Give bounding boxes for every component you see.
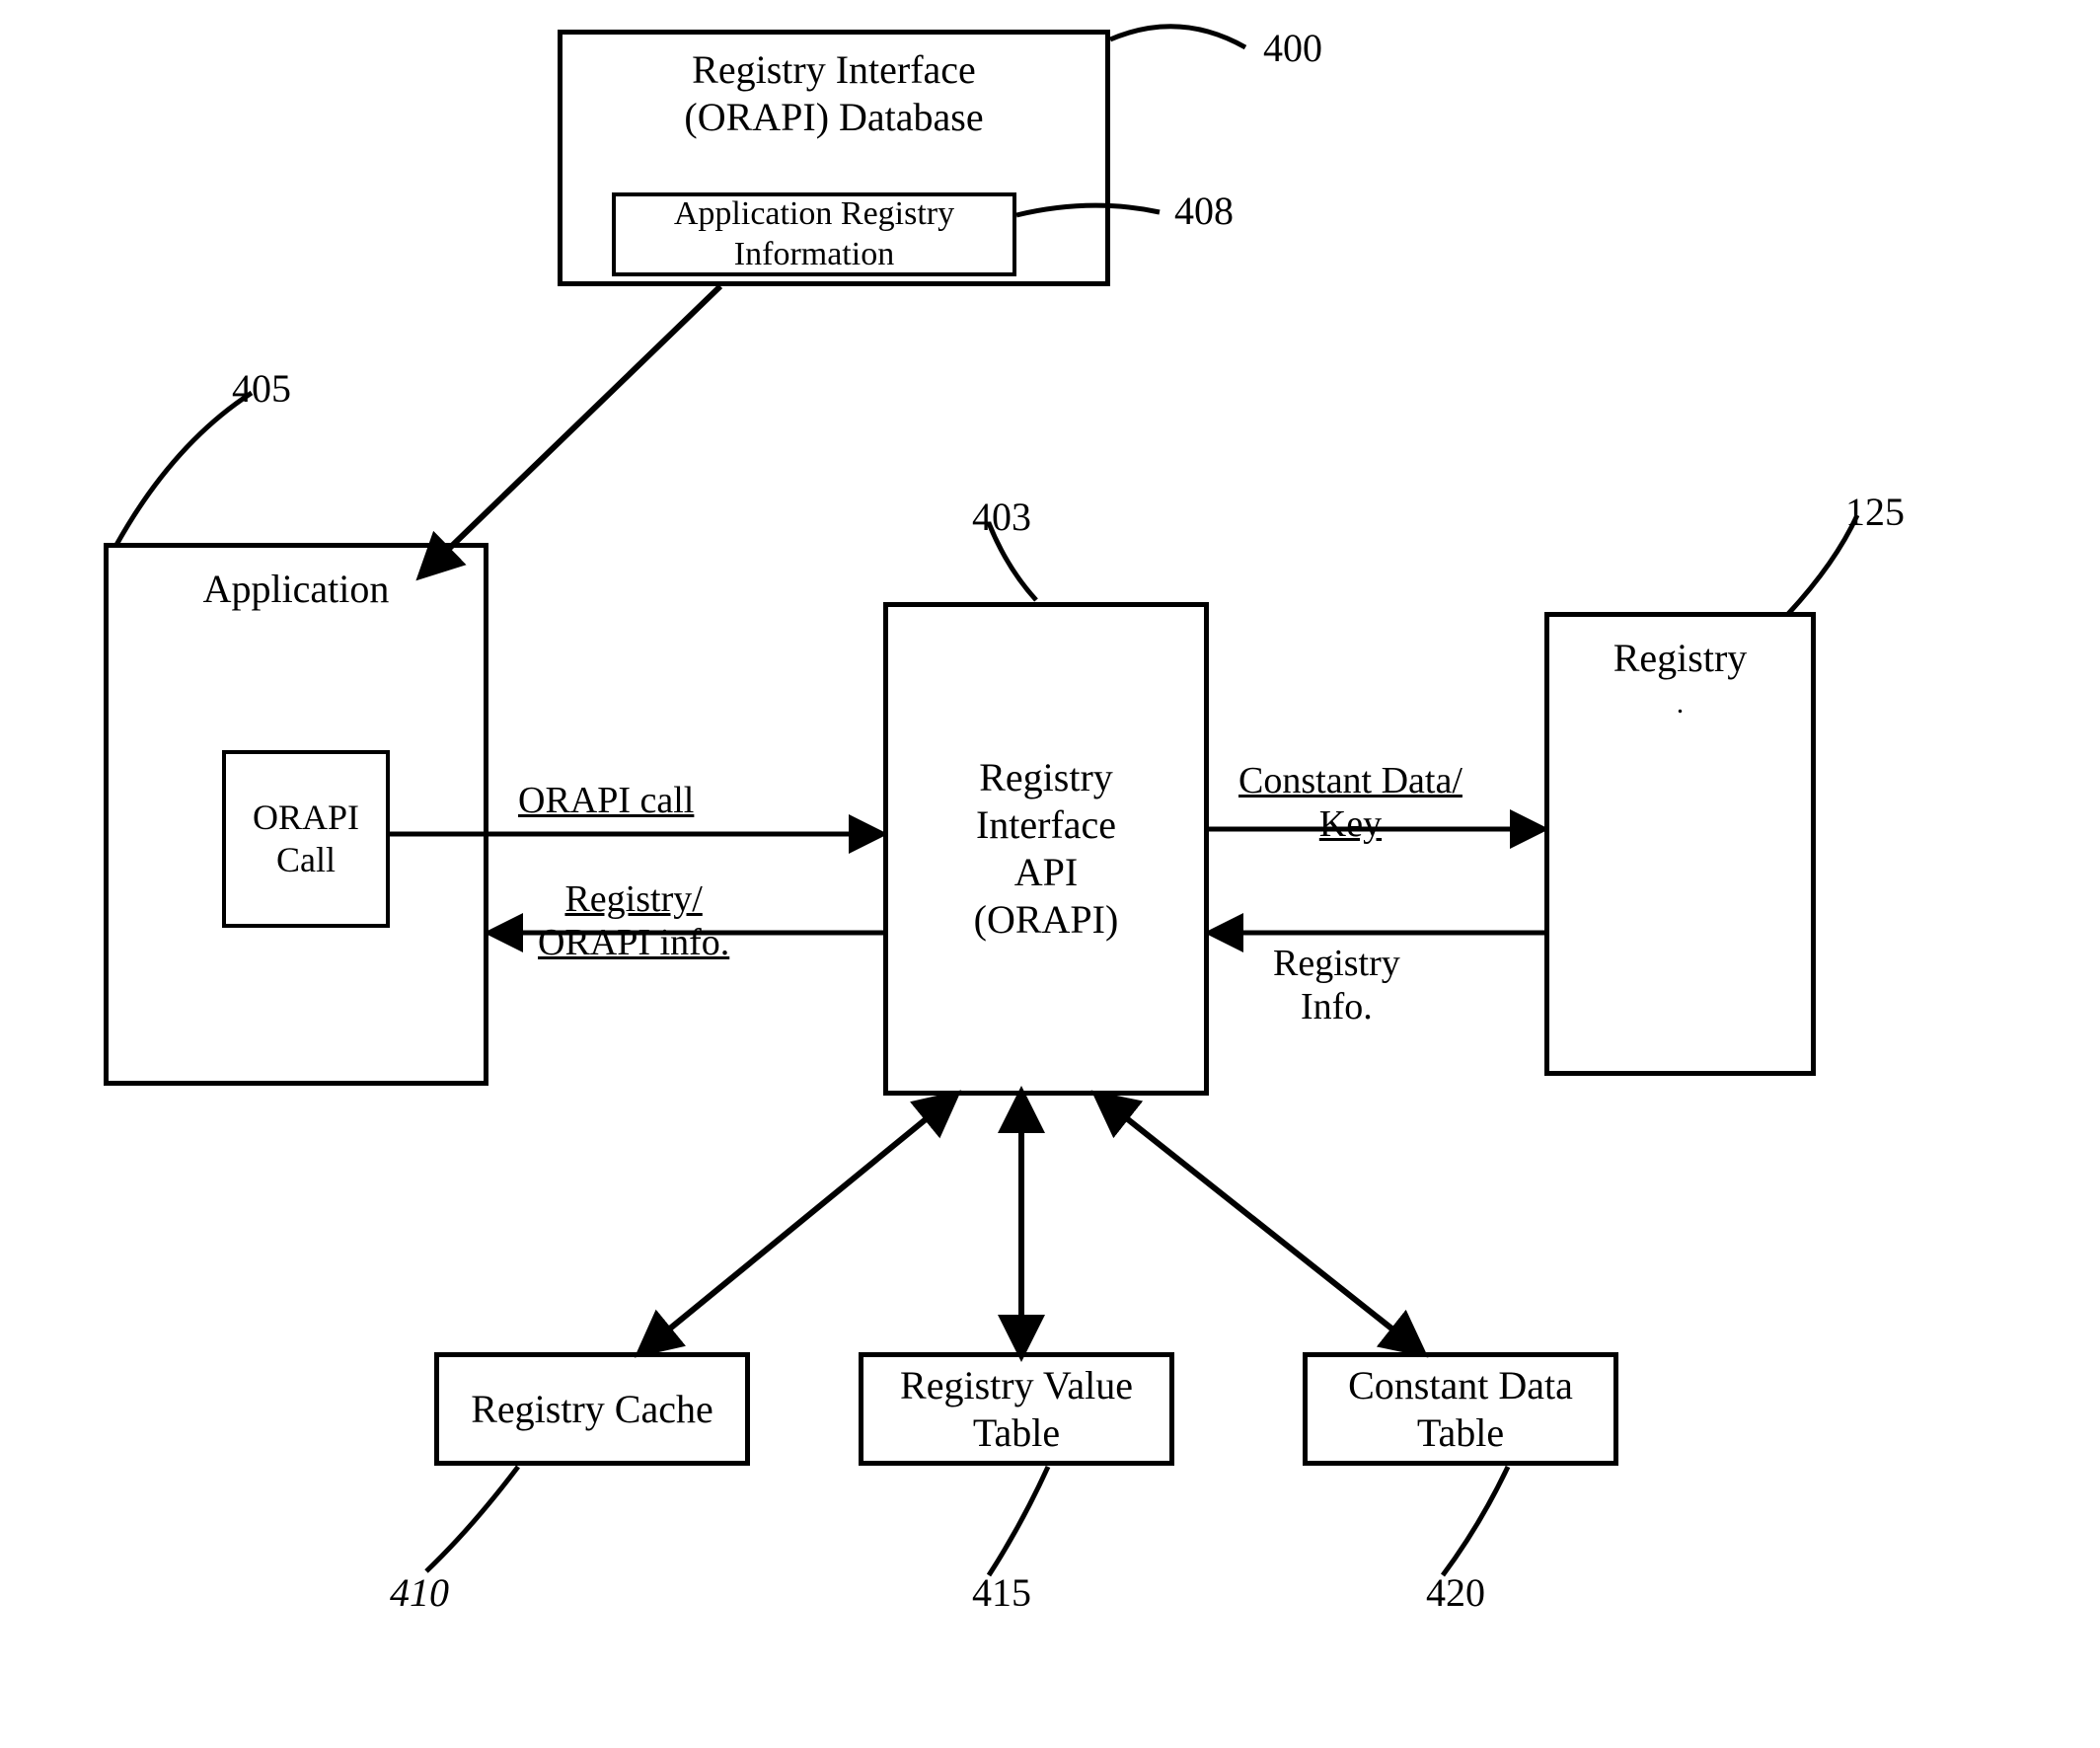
diagram-canvas: Registry Interface (ORAPI) Database Appl…	[0, 0, 2100, 1748]
edge-label-registry-orapi-info: Registry/ ORAPI info.	[538, 878, 729, 964]
node-title-line1: Constant Data	[1348, 1362, 1573, 1409]
node-title-line1: ORAPI	[253, 797, 359, 839]
node-title-line1: Registry	[979, 754, 1113, 801]
ref-label-408: 408	[1174, 188, 1234, 234]
ref-label-410: 410	[390, 1569, 449, 1616]
edge-label-line2: Key	[1319, 803, 1382, 845]
edge-label-line2: Info.	[1301, 986, 1373, 1027]
node-title: Application	[203, 566, 390, 613]
node-orapi-call: ORAPI Call	[222, 750, 390, 928]
node-title-line2: Table	[1417, 1409, 1504, 1457]
node-constant-data-table: Constant Data Table	[1303, 1352, 1618, 1466]
node-title-line3: API	[1014, 849, 1078, 896]
edge-label-line1: Registry	[1273, 943, 1400, 984]
ref-label-400: 400	[1263, 25, 1322, 71]
node-title-line1: Application Registry	[674, 194, 954, 235]
node-title-line2: Interface	[976, 801, 1116, 849]
node-app-registry-info: Application Registry Information	[612, 192, 1016, 276]
edge-label-line1: Constant Data/	[1238, 760, 1462, 801]
node-title-line1: Registry Value	[900, 1362, 1133, 1409]
ref-label-420: 420	[1426, 1569, 1485, 1616]
edge-label-orapi-call: ORAPI call	[518, 780, 694, 823]
edge-label-line2: ORAPI info.	[538, 922, 729, 963]
node-registry-cache: Registry Cache	[434, 1352, 750, 1466]
edge-label-registry-info: Registry Info.	[1273, 943, 1400, 1028]
ref-label-405: 405	[232, 365, 291, 412]
node-registry-value-table: Registry Value Table	[859, 1352, 1174, 1466]
node-registry-interface-api: Registry Interface API (ORAPI)	[883, 602, 1209, 1096]
node-title-line2: Call	[276, 839, 336, 881]
node-title: Registry Cache	[471, 1386, 713, 1433]
edge-label-line1: Registry/	[564, 878, 702, 920]
ref-label-403: 403	[972, 494, 1031, 540]
ref-label-125: 125	[1845, 489, 1905, 535]
node-title-line2: Information	[734, 235, 894, 275]
node-title-line2: Table	[973, 1409, 1060, 1457]
node-title-line2: (ORAPI) Database	[684, 94, 983, 141]
node-dash: .	[1677, 686, 1685, 722]
node-title: Registry	[1613, 635, 1748, 682]
node-title-line1: Registry Interface	[692, 46, 976, 94]
ref-label-415: 415	[972, 1569, 1031, 1616]
node-title-line4: (ORAPI)	[974, 896, 1119, 944]
edge-label-constant-data-key: Constant Data/ Key	[1238, 760, 1462, 846]
node-registry: Registry .	[1544, 612, 1816, 1076]
